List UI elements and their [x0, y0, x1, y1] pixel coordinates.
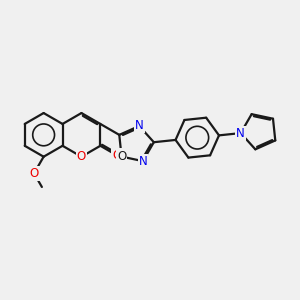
Text: O: O — [77, 150, 86, 163]
Text: O: O — [112, 149, 122, 162]
Text: O: O — [29, 167, 39, 180]
Text: N: N — [236, 127, 245, 140]
Text: N: N — [139, 154, 147, 168]
Text: O: O — [117, 150, 126, 163]
Text: N: N — [135, 119, 144, 133]
